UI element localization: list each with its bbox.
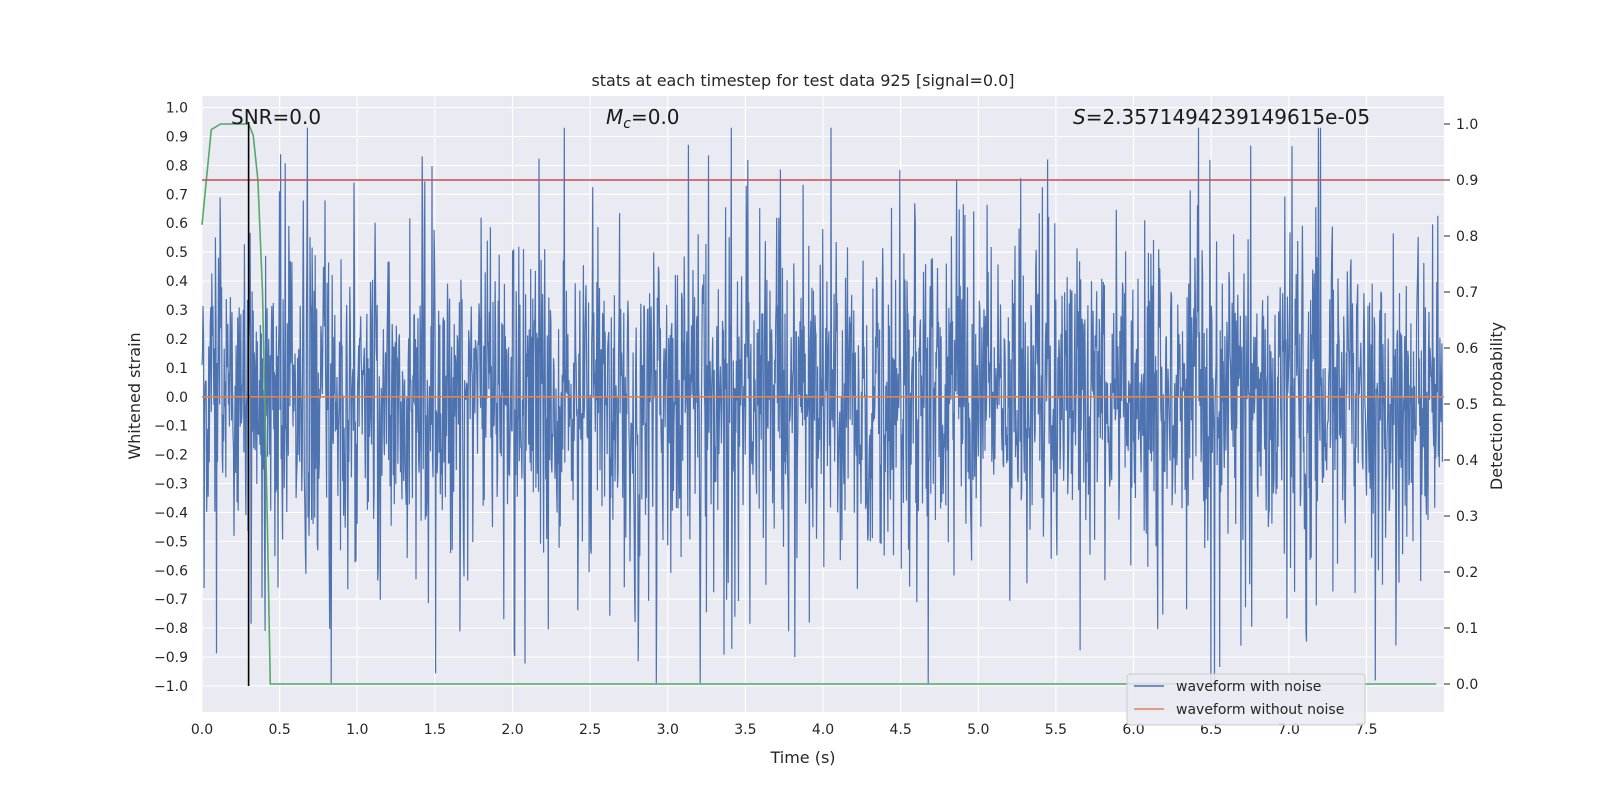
y2-tick-label: 0.6: [1456, 341, 1478, 357]
plot-axes: 0.0 0.5 1.0 1.5 2.0 2.5 3.0 3.5 4.0 4.5 5.0 5.5 6.0 6…: [154, 96, 1478, 738]
s-annotation: S=2.3571494239149615e-05: [1073, 105, 1370, 129]
legend: waveform with noise waveform without noi…: [1126, 673, 1366, 726]
y-tick-label: −0.3: [154, 477, 188, 493]
y-tick-label: 0.6: [166, 216, 188, 232]
y2-tick-label: 0.4: [1456, 453, 1478, 469]
y-tick-label: 0.5: [166, 245, 188, 261]
y-axis-label: Whitened strain: [125, 332, 144, 459]
x-tick-label: 1.5: [424, 722, 446, 738]
x-tick-label: 1.0: [346, 722, 368, 738]
y-tick-label: −0.8: [154, 621, 188, 637]
x-tick-label: 7.0: [1278, 722, 1300, 738]
series-waveform-with-noise: [201, 127, 1443, 684]
x-tick-label: 4.0: [812, 722, 834, 738]
y2-axis-label: Detection probability: [1487, 322, 1506, 490]
chirp-mass-annotation: Mc=0.0: [606, 105, 680, 132]
legend-box: [1126, 673, 1366, 726]
y-tick-label: 0.8: [166, 158, 188, 174]
x-tick-label: 0.0: [191, 722, 213, 738]
y-tick-label: −0.4: [154, 505, 188, 521]
snr-annotation: SNR=0.0: [231, 105, 321, 129]
y2-tick-label: 0.7: [1456, 285, 1478, 301]
y-tick-label: −0.6: [154, 563, 188, 579]
y-tick-label: 0.3: [166, 303, 188, 319]
y2-tick-labels: 1.0 0.9 0.8 0.7 0.6 0.5 0.4 0.3 0.2 0.1 0.0: [1444, 117, 1478, 693]
x-tick-label: 2.0: [501, 722, 523, 738]
y-tick-label: 0.1: [166, 361, 188, 377]
y2-tick-label: 0.2: [1456, 565, 1478, 581]
x-tick-label: 6.0: [1122, 722, 1144, 738]
x-tick-labels: 0.0 0.5 1.0 1.5 2.0 2.5 3.0 3.5 4.0 4.5 5.0 5.5 6.0 6…: [191, 722, 1378, 738]
y2-tick-label: 0.0: [1456, 677, 1478, 693]
y2-tick-label: 0.3: [1456, 509, 1478, 525]
y2-tick-label: 0.1: [1456, 621, 1478, 637]
chirp-mass-value: =0.0: [631, 105, 680, 129]
y-tick-label: 0.7: [166, 187, 188, 203]
chirp-mass-symbol: M: [606, 105, 623, 129]
y-tick-label: 1.0: [166, 101, 188, 117]
x-tick-label: 5.5: [1045, 722, 1067, 738]
y2-tick-label: 0.8: [1456, 229, 1478, 245]
chirp-mass-subscript: c: [623, 116, 631, 132]
x-tick-label: 7.5: [1355, 722, 1377, 738]
y-tick-label: −0.7: [154, 592, 188, 608]
chart-title: stats at each timestep for test data 925…: [591, 71, 1014, 90]
legend-label-clean: waveform without noise: [1176, 702, 1344, 718]
y-tick-label: 0.2: [166, 332, 188, 348]
s-value: =2.3571494239149615e-05: [1086, 105, 1370, 129]
y-tick-label: 0.9: [166, 129, 188, 145]
series-layer: [201, 122, 1444, 686]
y-tick-label: −0.1: [154, 419, 188, 435]
x-tick-label: 2.5: [579, 722, 601, 738]
x-tick-label: 6.5: [1200, 722, 1222, 738]
y-tick-label: −0.5: [154, 534, 188, 550]
y-tick-label: −1.0: [154, 679, 188, 695]
x-tick-label: 0.5: [268, 722, 290, 738]
y-tick-label: −0.9: [154, 650, 188, 666]
y2-tick-label: 0.9: [1456, 173, 1478, 189]
x-tick-label: 5.0: [967, 722, 989, 738]
y2-tick-label: 0.5: [1456, 397, 1478, 413]
x-axis-label: Time (s): [769, 748, 835, 767]
y2-tick-label: 1.0: [1456, 117, 1478, 133]
legend-label-noise: waveform with noise: [1176, 679, 1321, 695]
x-tick-label: 4.5: [889, 722, 911, 738]
x-tick-label: 3.0: [657, 722, 679, 738]
y-tick-label: −0.2: [154, 448, 188, 464]
y-tick-labels: 1.0 0.9 0.8 0.7 0.6 0.5 0.4 0.3 0.2 0.1 0.0 −0.1 −0.…: [154, 101, 188, 695]
x-tick-label: 3.5: [734, 722, 756, 738]
y-tick-label: 0.4: [166, 274, 188, 290]
y-tick-label: 0.0: [166, 390, 188, 406]
s-symbol: S: [1073, 105, 1086, 129]
series-detection-probability: [201, 123, 1437, 685]
